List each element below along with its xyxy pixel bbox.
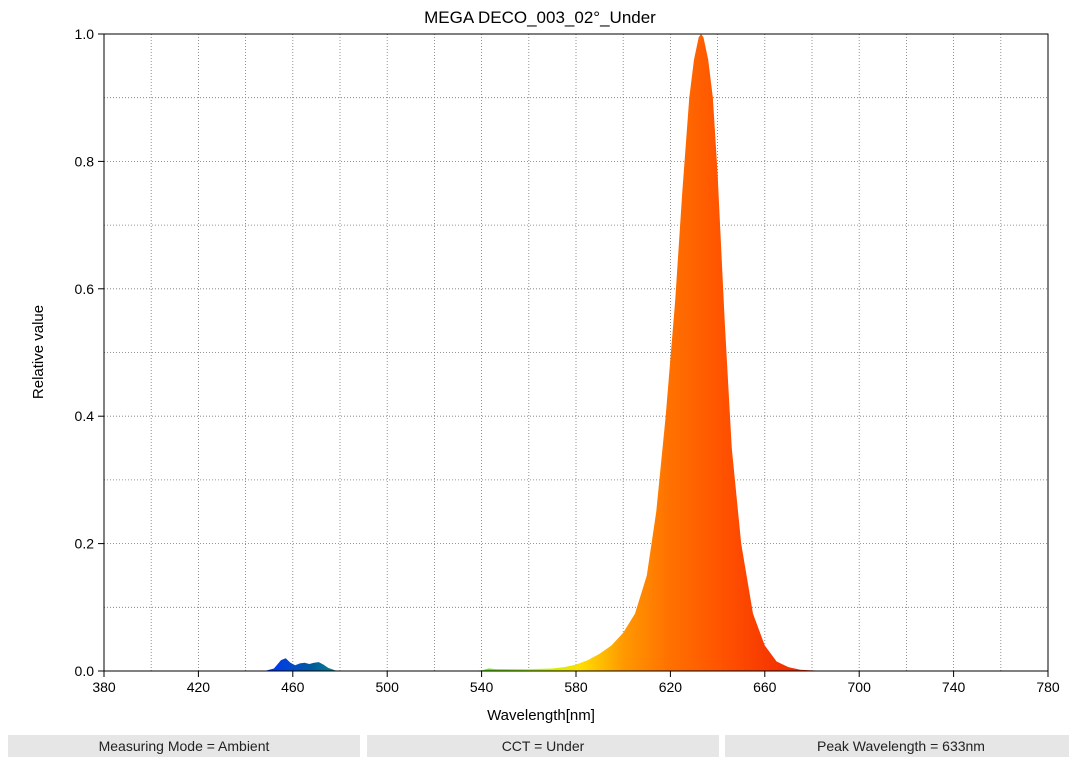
y-tick-label: 0.2 (75, 536, 95, 552)
x-tick-label: 580 (564, 679, 588, 695)
x-tick-label: 660 (753, 679, 777, 695)
y-tick-label: 0.0 (75, 663, 95, 679)
x-tick-label: 540 (470, 679, 494, 695)
cct-status: CCT = Under (367, 735, 719, 757)
x-axis-label: Wavelength[nm] (487, 707, 595, 724)
measuring-mode-status: Measuring Mode = Ambient (8, 735, 360, 757)
grid-lines (104, 34, 1048, 671)
y-axis-label: Relative value (30, 305, 47, 399)
x-tick-label: 380 (92, 679, 116, 695)
status-bar: Measuring Mode = Ambient CCT = Under Pea… (8, 735, 1069, 757)
spectrum-chart: 380 420 460 500 540 580 620 660 700 740 780 0.0 0.2… (30, 8, 1060, 724)
y-tick-label: 0.4 (75, 408, 95, 424)
y-axis-ticks: 0.0 0.2 0.4 0.6 0.8 1.0 (75, 26, 104, 679)
x-tick-label: 620 (659, 679, 683, 695)
x-tick-label: 780 (1036, 679, 1060, 695)
spectrum-area (264, 34, 1049, 671)
x-axis-ticks: 380 420 460 500 540 580 620 660 700 740 780 (92, 671, 1060, 695)
x-tick-label: 460 (281, 679, 305, 695)
x-tick-label: 700 (848, 679, 872, 695)
x-tick-label: 500 (376, 679, 400, 695)
peak-wavelength-status: Peak Wavelength = 633nm (725, 735, 1069, 757)
x-tick-label: 420 (187, 679, 211, 695)
y-tick-label: 0.8 (75, 153, 95, 169)
y-tick-label: 1.0 (75, 26, 95, 42)
y-tick-label: 0.6 (75, 281, 95, 297)
x-tick-label: 740 (942, 679, 966, 695)
chart-title: MEGA DECO_003_02°_Under (424, 8, 656, 27)
